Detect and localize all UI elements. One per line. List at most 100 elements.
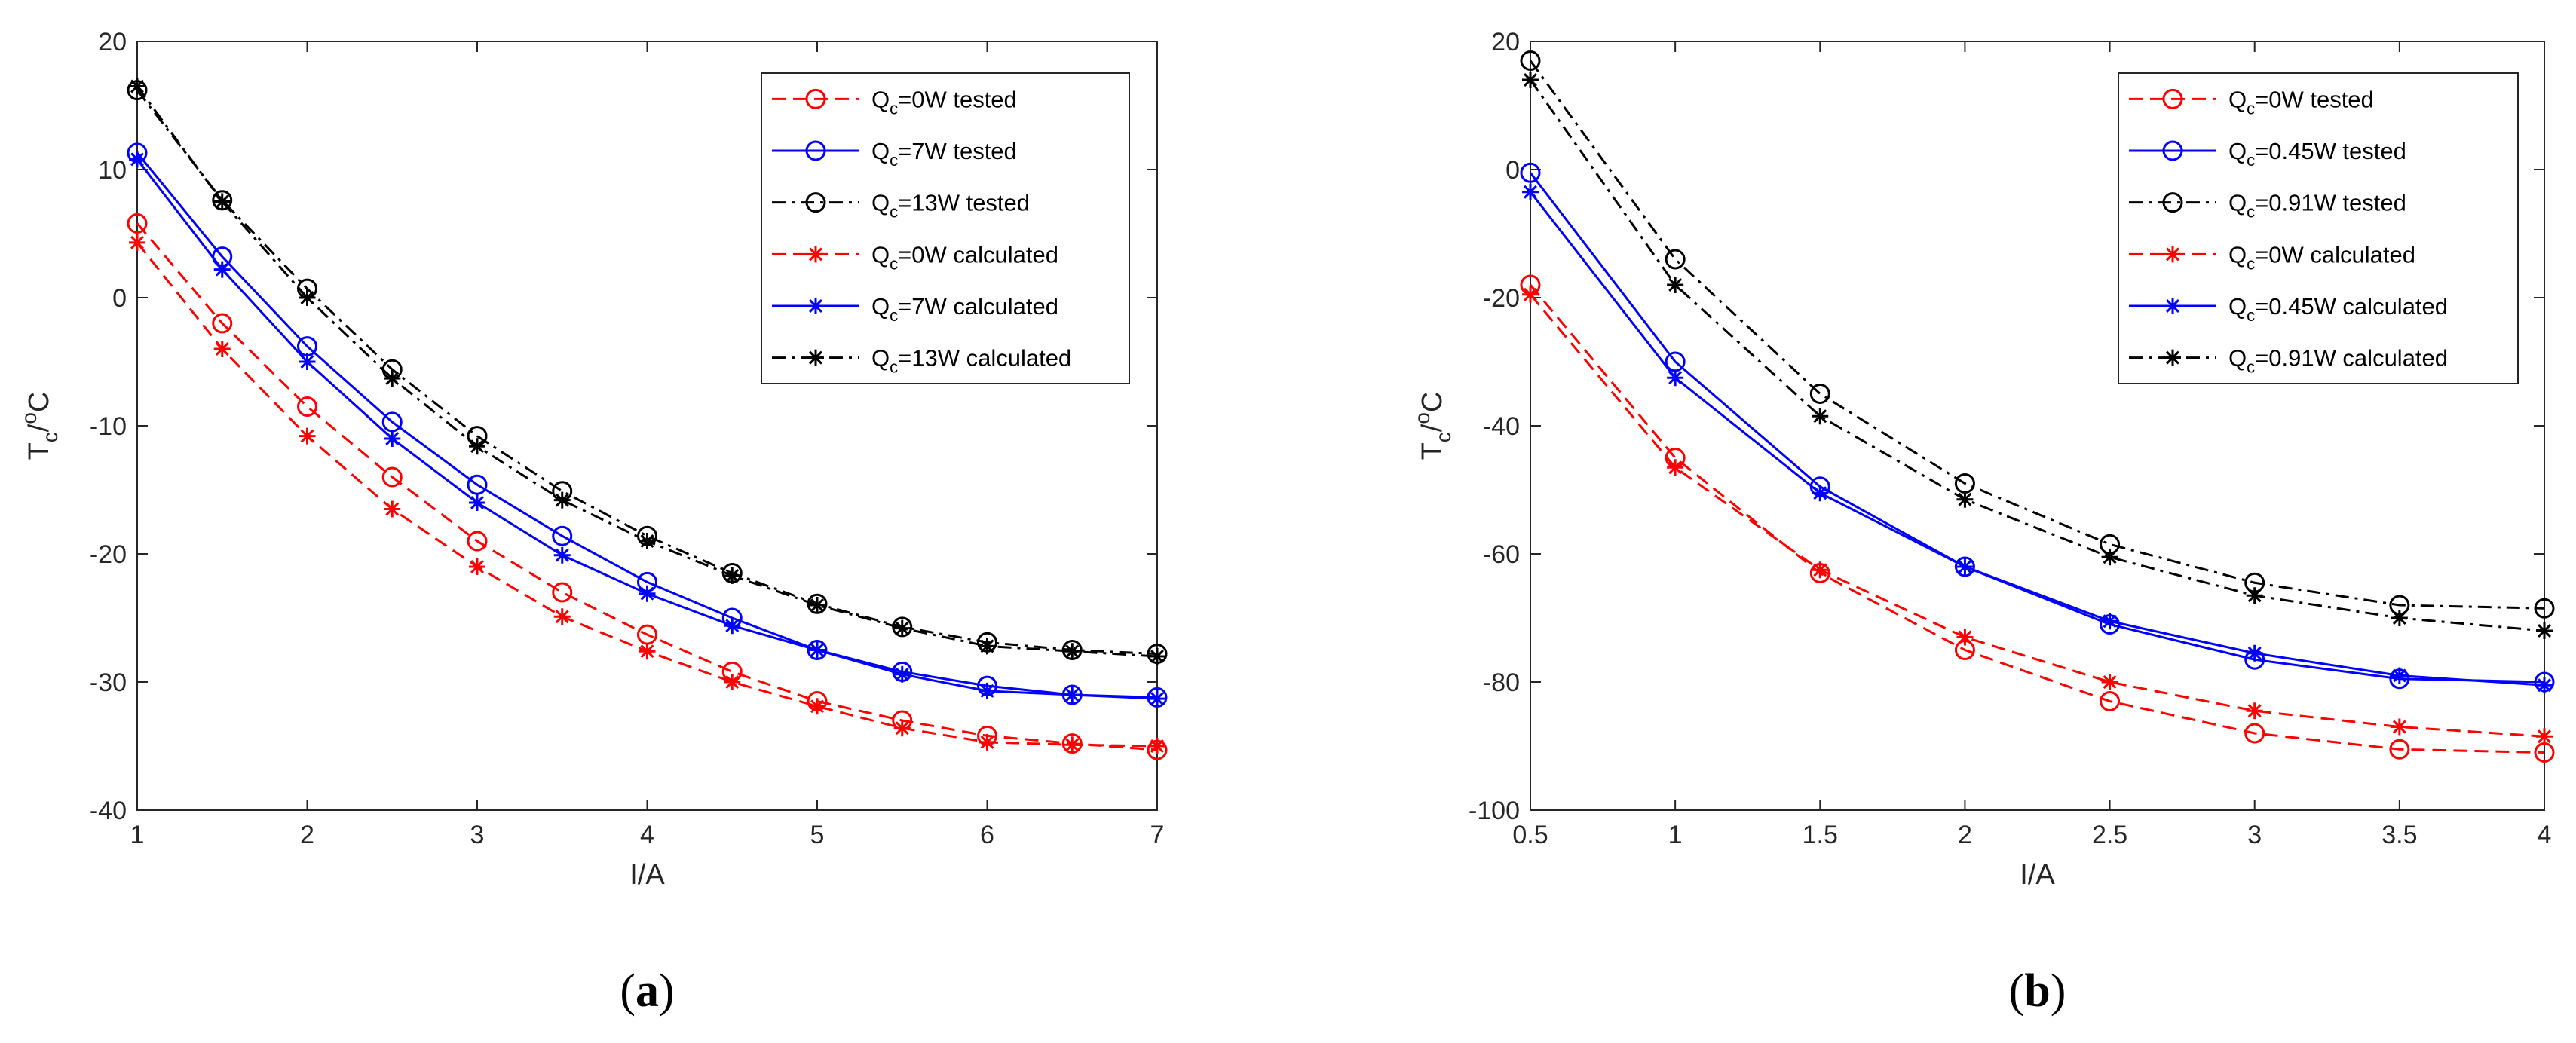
series-line-5 [1529, 79, 2545, 632]
data-point-5-5 [2246, 587, 2263, 604]
x-tick-label: 3 [2247, 821, 2262, 849]
data-point-1-4 [467, 474, 488, 495]
data-point-3-9 [893, 720, 911, 737]
data-point-3-10 [979, 733, 996, 751]
panel-label-open: ( [2009, 965, 2025, 1017]
legend-label-post: =7W tested [898, 138, 1017, 164]
data-point-3-3 [384, 500, 401, 518]
panel-label-open: ( [620, 965, 636, 1017]
legend-label-subscript: c [890, 99, 898, 118]
data-point-3-6 [639, 643, 656, 660]
data-point-5-3 [384, 370, 401, 387]
legend-label-2: Qc=13W tested [871, 190, 1030, 222]
y-tick-label: 0 [1505, 156, 1520, 185]
y-label-subscript: c [38, 432, 62, 442]
panel-label-letter: b [2024, 965, 2050, 1017]
legend-label-2: Qc=0.91W tested [2228, 190, 2406, 222]
data-point-5-11 [1064, 643, 1081, 660]
legend-label-pre: Q [2228, 86, 2247, 112]
series-line-0 [1529, 284, 2545, 754]
data-point-1-3 [1954, 556, 1975, 577]
y-tick-label: 10 [98, 156, 127, 185]
y-label-superscript: o [17, 412, 41, 424]
y-axis-label: Tc/oC [1411, 392, 1455, 460]
data-point-4-7 [724, 617, 741, 635]
data-point-3-7 [724, 674, 741, 690]
x-tick-label: 4 [640, 821, 654, 849]
y-tick-label: -40 [1483, 412, 1520, 441]
legend-box [2118, 72, 2519, 384]
y-tick-label: -60 [1483, 540, 1520, 569]
data-point-3-4 [2101, 674, 2118, 690]
data-point-4-5 [553, 546, 571, 564]
legend-label-pre: Q [871, 241, 890, 268]
data-point-1-8 [807, 640, 828, 660]
legend-label-subscript: c [2247, 203, 2255, 222]
data-point-5-0 [129, 78, 145, 95]
legend-label-4: Qc=0.45W calculated [2228, 293, 2448, 325]
y-tick-label: 20 [98, 28, 127, 57]
data-point-1-0 [1520, 162, 1541, 183]
legend-label-subscript: c [890, 203, 898, 222]
x-tick-label: 2.5 [2092, 821, 2127, 849]
y-label-main: T [23, 442, 55, 460]
panel-label: (a) [620, 965, 674, 1017]
legend-marker-2 [805, 192, 826, 213]
legend-label-0: Qc=0W tested [871, 86, 1017, 118]
legend-label-pre: Q [2228, 138, 2247, 164]
data-point-3-4 [469, 558, 485, 575]
data-point-2-7 [2534, 598, 2555, 619]
data-point-3-3 [1956, 629, 1974, 646]
data-point-0-6 [2389, 739, 2410, 760]
y-tick-label: -20 [1483, 284, 1520, 313]
data-point-3-2 [299, 427, 316, 445]
series-line-4 [1529, 191, 2545, 687]
data-point-3-11 [1064, 736, 1081, 754]
y-tick-label: 20 [1491, 28, 1520, 57]
data-point-3-8 [809, 698, 825, 715]
data-point-5-4 [2101, 549, 2118, 566]
legend-label-3: Qc=0W calculated [871, 241, 1058, 273]
data-point-3-5 [553, 608, 571, 625]
legend-label-4: Qc=7W calculated [871, 293, 1058, 325]
data-point-4-6 [2391, 667, 2408, 684]
data-point-0-5 [2244, 723, 2265, 744]
legend-label-post: =7W calculated [898, 293, 1058, 320]
legend-label-subscript: c [890, 306, 898, 325]
data-point-5-1 [213, 193, 231, 210]
data-point-4-2 [299, 353, 316, 370]
data-point-5-2 [1812, 408, 1829, 425]
legend-label-1: Qc=7W tested [871, 138, 1017, 170]
legend-label-subscript: c [2247, 358, 2255, 377]
legend-marker-0 [2162, 88, 2183, 109]
data-point-3-7 [2536, 728, 2553, 745]
x-tick-label: 3.5 [2381, 821, 2417, 849]
panel-label: (b) [2009, 965, 2066, 1017]
legend-label-pre: Q [2228, 190, 2247, 216]
legend-label-pre: Q [871, 190, 890, 216]
chart-panel-b: 0.5 1 1.5 2 2.5 3 3.5 4 20 0 -20 -40 -60 -80 -100 I/A Tc… [1411, 28, 2555, 1017]
x-tick-label: 2 [300, 821, 314, 849]
legend-label-subscript: c [890, 151, 898, 170]
x-tick-label: 1 [130, 821, 145, 849]
legend-label-subscript: c [890, 254, 898, 273]
legend-marker-1 [805, 140, 826, 161]
data-point-0-2 [297, 396, 317, 417]
y-label-separator: / [1417, 424, 1448, 432]
y-label-superscript: o [1411, 412, 1434, 424]
data-point-0-5 [552, 582, 573, 603]
x-axis-label: I/A [629, 859, 665, 891]
x-tick-label: 6 [980, 821, 994, 849]
panel-label-close: ) [659, 965, 675, 1017]
panel-label-close: ) [2051, 965, 2066, 1017]
x-tick-label: 2 [1958, 821, 1972, 849]
y-label-unit: C [1417, 392, 1448, 412]
data-point-5-5 [553, 491, 571, 509]
legend-label-pre: Q [871, 293, 890, 320]
legend-label-post: =0.91W calculated [2255, 345, 2448, 372]
data-point-5-8 [809, 597, 825, 613]
data-point-5-4 [469, 438, 485, 455]
data-point-5-0 [1522, 72, 1539, 88]
data-point-3-0 [129, 234, 145, 251]
